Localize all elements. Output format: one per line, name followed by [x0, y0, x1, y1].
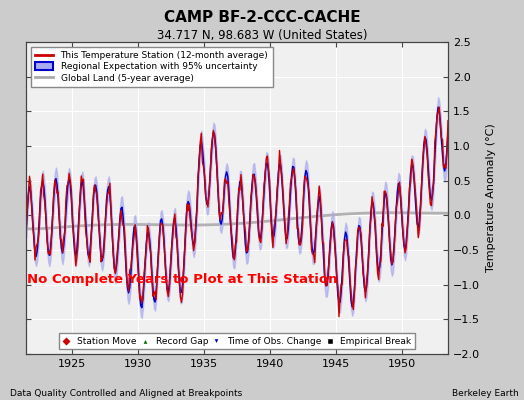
Text: Berkeley Earth: Berkeley Earth: [452, 389, 519, 398]
Text: Data Quality Controlled and Aligned at Breakpoints: Data Quality Controlled and Aligned at B…: [10, 389, 243, 398]
Legend: Station Move, Record Gap, Time of Obs. Change, Empirical Break: Station Move, Record Gap, Time of Obs. C…: [59, 333, 415, 350]
Y-axis label: Temperature Anomaly (°C): Temperature Anomaly (°C): [486, 124, 496, 272]
Text: No Complete Years to Plot at This Station: No Complete Years to Plot at This Statio…: [27, 273, 337, 286]
Text: CAMP BF-2-CCC-CACHE: CAMP BF-2-CCC-CACHE: [163, 10, 361, 25]
Text: 34.717 N, 98.683 W (United States): 34.717 N, 98.683 W (United States): [157, 29, 367, 42]
